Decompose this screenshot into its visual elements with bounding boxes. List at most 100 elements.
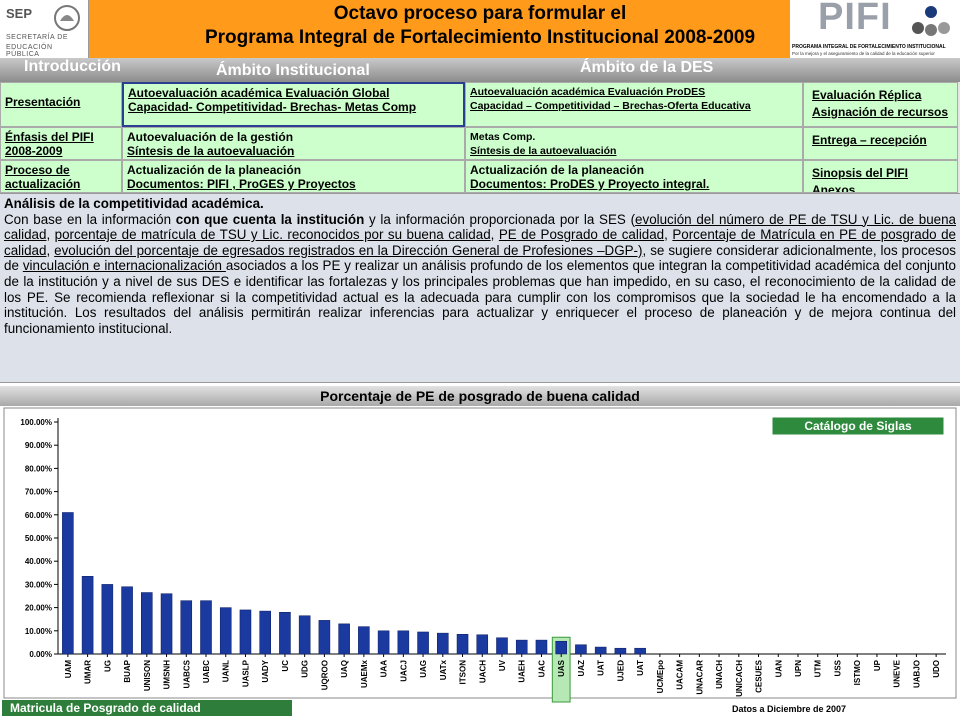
cell-text[interactable]: Síntesis de la autoevaluación [470, 145, 617, 157]
bar [62, 512, 74, 655]
bar [81, 576, 94, 655]
bar [239, 609, 252, 655]
punct: . [260, 196, 264, 211]
table-cell: Presentación [0, 82, 122, 127]
cell-text[interactable]: Entrega – recepción [812, 133, 927, 147]
cell-text[interactable]: Asignación de recursos [812, 105, 949, 119]
bar [338, 623, 350, 655]
x-tick-label: UNICACH [735, 660, 744, 697]
cell-text[interactable]: Capacidad- Competitividad- Brechas- Meta… [128, 100, 417, 114]
analysis-segment: , [46, 227, 55, 243]
x-tick-label: UAC [537, 660, 546, 678]
analysis-segment: asociados a los PE y realizar un análisi… [4, 258, 956, 336]
x-tick-label: UABCS [182, 659, 191, 688]
x-tick-label: UMSNH [163, 660, 172, 690]
x-tick-label: UACAM [676, 660, 685, 690]
cell-text[interactable]: Capacidad – Competitividad – Brechas-Ofe… [470, 100, 751, 112]
bar [515, 639, 528, 655]
cell-text: Metas Comp. [470, 131, 536, 143]
analysis-segment: , [46, 242, 55, 258]
table-cell: Énfasis del PIFI 2008-2009 [0, 127, 122, 160]
sep-logo: SEP SECRETARÍA DE EDUCACIÓN PÚBLICA [0, 0, 89, 58]
cell-text[interactable]: Proceso de [5, 163, 70, 177]
table-cell: Proceso de actualización [0, 160, 122, 193]
analysis-segment: , se sugiere considerar adicionalmente, … [4, 242, 956, 274]
cell-text[interactable]: Presentación [5, 95, 81, 109]
cell-text[interactable]: Evaluación Réplica [812, 88, 922, 102]
x-tick-label: UV [498, 659, 507, 671]
cell-text[interactable]: Síntesis de la autoevaluación [127, 144, 295, 158]
analysis-segment: PE de Posgrado de calidad [498, 227, 665, 243]
nav-item[interactable]: Ámbito de la DES [580, 59, 714, 76]
cell-text[interactable]: Anexos [812, 183, 856, 193]
footer-note: Datos a Diciembre de 2007 [732, 704, 846, 714]
x-tick-label: USS [833, 659, 842, 676]
analysis-segment: porcentaje de matrícula de TSU y Lic. re… [54, 227, 491, 243]
bar [476, 634, 489, 655]
cell-text[interactable]: actualización [5, 177, 81, 191]
y-tick-label: 40.00% [25, 557, 52, 566]
table-cell: Entrega – recepción [803, 127, 958, 160]
bar [575, 644, 587, 655]
x-tick-label: ISTMO [853, 660, 862, 685]
analysis-segment: , [490, 227, 499, 243]
x-tick-label: UTM [814, 660, 823, 678]
pifi-note: Por la mejora y el aseguramiento de la c… [792, 51, 935, 56]
x-tick-label: UNEVE [893, 659, 902, 687]
cell-text[interactable]: Sinopsis del PIFI [812, 166, 909, 180]
sep-text: SEP [6, 6, 33, 21]
x-tick-label: UAN [774, 660, 783, 678]
button-bg[interactable] [771, 416, 945, 436]
y-tick-label: 60.00% [25, 511, 52, 520]
analysis-segment: vinculación e internacionalización [22, 258, 226, 274]
y-tick-label: 90.00% [25, 441, 52, 450]
sep-sub: EDUCACIÓN PÚBLICA [6, 44, 53, 58]
title-line: Octavo proceso para formular el [333, 3, 627, 24]
x-tick-label: UMAR [84, 660, 93, 684]
table-cell: Metas Comp. Síntesis de la autoevaluación [465, 127, 803, 160]
bar [219, 607, 232, 655]
bar [555, 640, 567, 655]
cell-text[interactable]: Documentos: ProDES y Proyecto integral. [470, 177, 710, 191]
x-tick-label: UG [103, 660, 112, 672]
bar [594, 646, 607, 655]
pifi-logo: PIFI PROGRAMA INTEGRAL DE FORTALECIMIENT… [790, 0, 960, 58]
x-tick-label: UAQ [340, 660, 349, 678]
y-tick-label: 50.00% [25, 534, 52, 543]
sep-sub: SECRETARÍA DE [6, 34, 68, 41]
bar [358, 626, 370, 655]
x-tick-label: UAEMx [360, 659, 369, 688]
x-tick-label: UAZ [577, 660, 586, 677]
button-label[interactable]: Catálogo de Siglas [804, 419, 912, 433]
nav-item[interactable]: Introducción [24, 58, 121, 75]
cell-text[interactable]: Autoevaluación académica Evaluación Glob… [128, 86, 390, 100]
analysis-segment: evolución del número de PE de TSU y Lic.… [4, 211, 956, 243]
x-tick-label: UAT [597, 660, 606, 676]
analysis-text: Análisis de la competitividad académica.… [0, 193, 960, 383]
bar [298, 615, 311, 655]
table-cell: Autoevaluación académica Evaluación Glob… [122, 82, 465, 127]
cell-text: Actualización de la planeación [470, 163, 645, 177]
cell-text[interactable]: 2008-2009 [5, 144, 63, 158]
x-tick-label: UAT [636, 660, 645, 676]
bar [259, 610, 271, 655]
x-tick-label: UADY [261, 659, 270, 682]
emblem [54, 5, 80, 31]
x-tick-label: UPN [794, 660, 803, 677]
cell-text[interactable]: Énfasis del PIFI [5, 130, 94, 144]
footer-label: Matricula de Posgrado de calidad [10, 701, 201, 715]
bar [318, 620, 331, 655]
cell-text[interactable]: Autoevaluación académica Evaluación ProD… [470, 86, 706, 98]
x-tick-label: UNISON [143, 660, 152, 691]
y-tick-label: 100.00% [20, 418, 52, 427]
cell-text: Actualización de la planeación [127, 163, 302, 177]
analysis-segment: con que cuenta la institución [175, 211, 365, 227]
nav-bar: Introducción Ámbito Institucional Ámbito… [0, 58, 960, 82]
nav-item[interactable]: Ámbito Institucional [216, 62, 370, 79]
title-line: Programa Integral de Fortalecimiento Ins… [204, 27, 756, 48]
cell-text[interactable]: Documentos: PIFI , ProGES y Proyectos [127, 177, 356, 191]
y-tick-label: 80.00% [25, 464, 52, 473]
bar [496, 637, 508, 655]
bar [279, 611, 291, 655]
